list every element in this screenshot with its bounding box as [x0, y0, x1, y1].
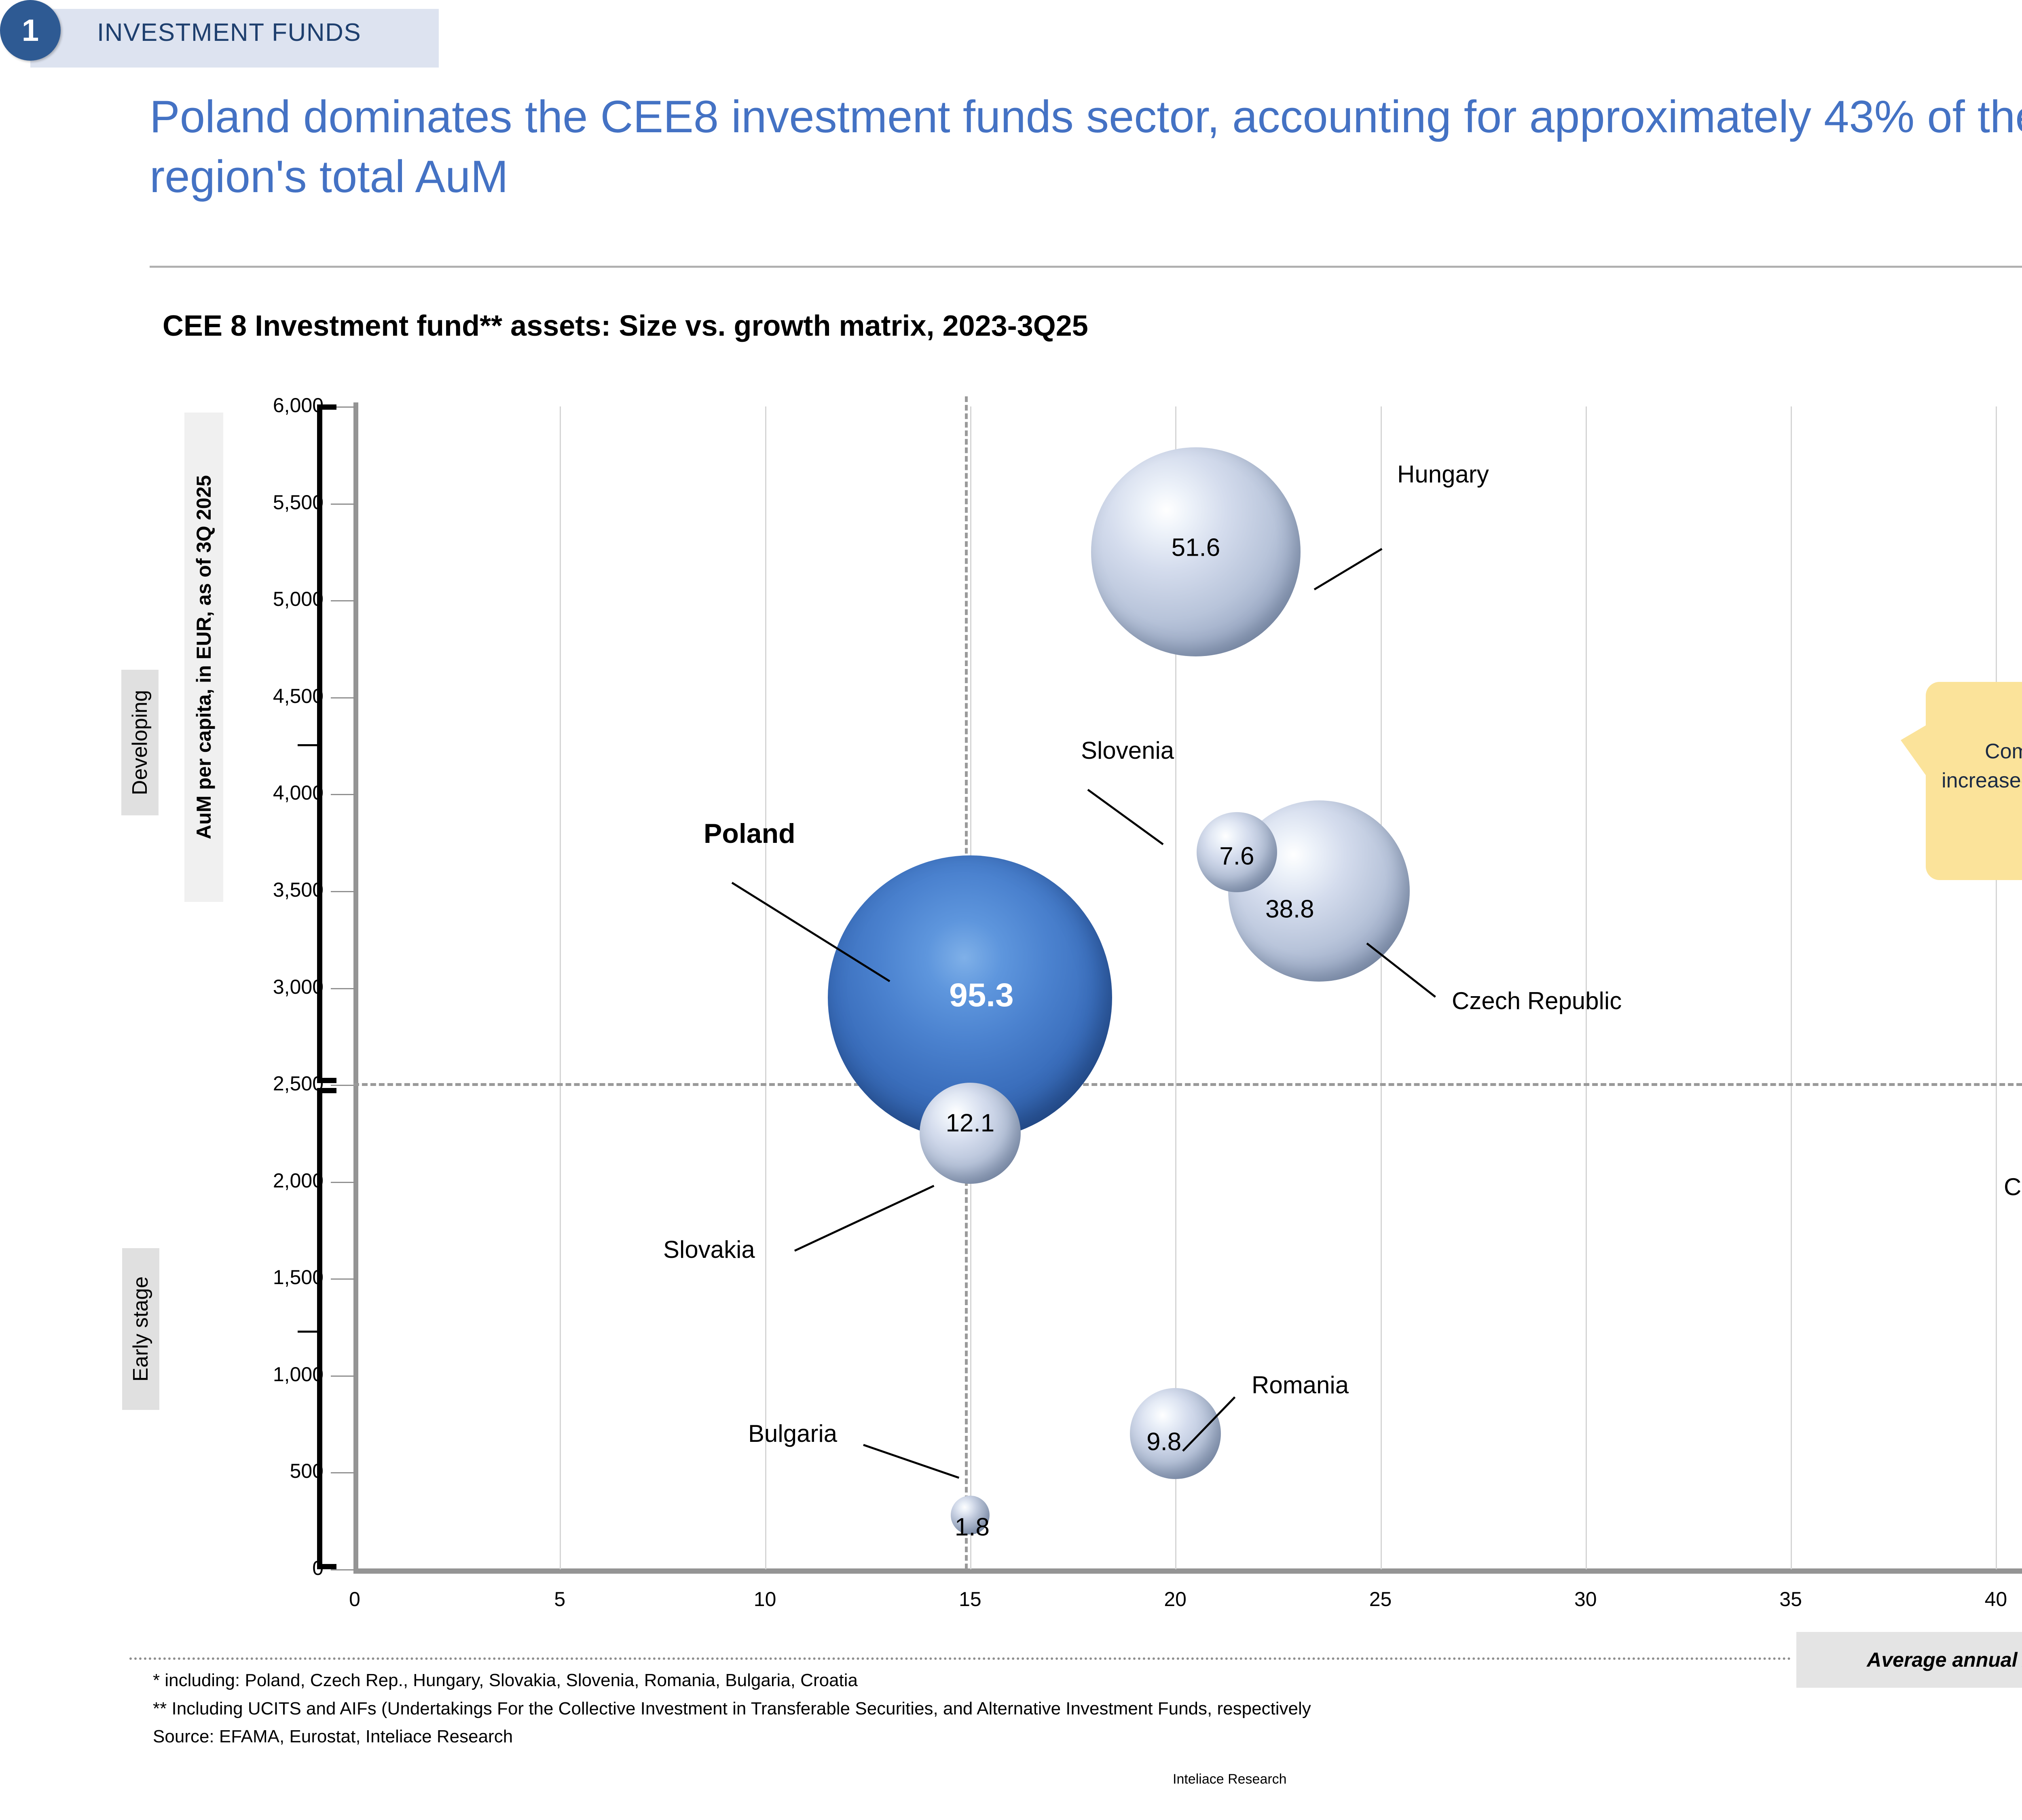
x-axis-tick-label: 10 — [753, 1588, 776, 1610]
footnote-1: * including: Poland, Czech Rep., Hungary… — [153, 1670, 858, 1690]
bubble-value-poland: 95.3 — [949, 977, 1014, 1014]
bubble-label-slovenia: Slovenia — [1081, 737, 1174, 764]
gridline-vertical — [1996, 406, 1997, 1569]
x-axis-tick-label: 35 — [1779, 1588, 1802, 1610]
section-number-badge: 1 — [0, 0, 61, 61]
y-axis-tick-label: 4,000 — [273, 781, 324, 804]
x-axis-tick-label: 40 — [1984, 1588, 2007, 1610]
y-axis-tick — [331, 794, 355, 796]
footnotes: * including: Poland, Czech Rep., Hungary… — [153, 1666, 1311, 1751]
x-axis-tick-label: 20 — [1164, 1588, 1187, 1610]
callout-tail — [1901, 724, 1928, 779]
bubble-slovenia[interactable] — [1197, 812, 1277, 893]
y-axis-tick — [331, 503, 355, 505]
y-axis-title-background — [184, 413, 223, 902]
section-tag-bar — [30, 9, 439, 68]
x-axis-tick-label: 0 — [349, 1588, 360, 1610]
bubble-value-slovakia: 12.1 — [945, 1109, 995, 1137]
x-axis-line — [353, 1568, 2022, 1574]
bubble-value-slovenia: 7.6 — [1219, 842, 1254, 870]
callout-box: Combined CEE8* fund assets increased at … — [1926, 682, 2022, 880]
y-axis-tick-label: 2,500 — [273, 1072, 324, 1095]
gridline-vertical — [765, 406, 766, 1569]
y-axis-tick — [331, 1085, 355, 1086]
y-axis-tick-label: 4,500 — [273, 684, 324, 707]
gridline-vertical — [1791, 406, 1792, 1569]
y-axis-tick — [331, 1278, 355, 1280]
bubble-bulgaria[interactable] — [950, 1495, 990, 1535]
y-axis-tick — [331, 891, 355, 892]
gridline-vertical — [1585, 406, 1587, 1569]
x-axis-tick-label: 30 — [1574, 1588, 1597, 1610]
y-axis-tick-label: 3,000 — [273, 975, 324, 998]
y-axis-tick-label: 6,000 — [273, 394, 324, 417]
y-axis-tick-label: 5,500 — [273, 491, 324, 514]
y-axis-line — [353, 402, 358, 1573]
stage-label-early-stage: Early stage — [122, 1248, 159, 1410]
x-axis-tick-label: 15 — [959, 1588, 981, 1610]
bubble-value-romania: 9.8 — [1146, 1428, 1182, 1456]
footnote-2: ** Including UCITS and AIFs (Undertaking… — [153, 1698, 1311, 1718]
stage-nub-early-stage — [298, 1331, 317, 1333]
footer-rule-left — [129, 1657, 1791, 1660]
title-divider — [150, 266, 2022, 268]
y-axis-tick-label: 1,000 — [273, 1363, 324, 1386]
footer-brand: Inteliace Research — [1173, 1771, 1287, 1787]
y-axis-tick — [331, 697, 355, 698]
bubble-slovakia[interactable] — [919, 1082, 1021, 1184]
gridline-vertical — [1380, 406, 1382, 1569]
gridline-vertical — [560, 406, 561, 1569]
bubble-value-czech-republic: 38.8 — [1265, 895, 1314, 923]
footnote-3: Source: EFAMA, Eurostat, Inteliace Resea… — [153, 1727, 513, 1747]
stage-nub-developing — [298, 744, 317, 746]
bubble-value-bulgaria: 1.8 — [954, 1513, 990, 1541]
y-axis-tick — [331, 406, 355, 408]
y-axis-tick — [331, 988, 355, 989]
y-axis-tick — [331, 1181, 355, 1183]
bubble-label-czech: Czech Republic — [1452, 987, 1622, 1014]
stage-label-developing: Developing — [121, 670, 159, 815]
section-label: INVESTMENT FUNDS — [97, 19, 362, 47]
bubble-label-croatia: Croatia — [2004, 1173, 2022, 1200]
y-axis-tick — [331, 1472, 355, 1474]
page-title: Poland dominates the CEE8 investment fun… — [150, 91, 2022, 202]
bubble-label-poland: Poland — [704, 818, 795, 849]
y-axis-tick — [331, 1375, 355, 1377]
y-axis-tick-label: 5,000 — [273, 588, 324, 611]
y-axis-tick — [331, 600, 355, 602]
bubble-label-hungary: Hungary — [1397, 461, 1489, 488]
y-axis-tick-label: 3,500 — [273, 878, 324, 901]
x-axis-tick-label: 5 — [554, 1588, 566, 1610]
y-axis-tick-label: 1,500 — [273, 1266, 324, 1289]
stage-bracket-developing — [317, 404, 336, 1083]
chart-subtitle: CEE 8 Investment fund** assets: Size vs.… — [163, 310, 1088, 342]
quadrant-line-horizontal — [353, 1083, 2022, 1086]
x-axis-title: Average annual AuM growth (CAGR), in EUR… — [1796, 1632, 2022, 1688]
bubble-label-slovakia: Slovakia — [663, 1236, 755, 1263]
x-axis-tick-label: 25 — [1369, 1588, 1392, 1610]
bubble-value-hungary: 51.6 — [1171, 533, 1220, 562]
bubble-label-romania: Romania — [1252, 1371, 1349, 1399]
y-axis-tick-label: 2,000 — [273, 1169, 324, 1192]
bubble-romania[interactable] — [1129, 1388, 1221, 1479]
y-axis-title: AuM per capita, in EUR, as of 3Q 2025 — [192, 475, 215, 840]
stage-bracket-early-stage — [317, 1088, 336, 1569]
bubble-hungary[interactable] — [1091, 447, 1301, 656]
gridline-vertical — [1175, 406, 1177, 1569]
bubble-label-bulgaria: Bulgaria — [748, 1420, 838, 1447]
y-axis-tick — [331, 1569, 355, 1570]
